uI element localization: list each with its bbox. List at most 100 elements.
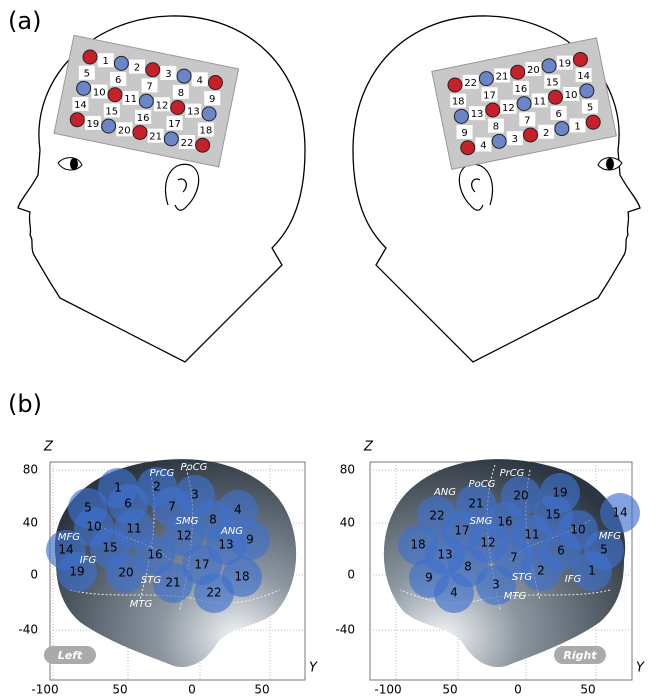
channel-label: 17 (454, 524, 469, 538)
channel-label: 8 (178, 88, 184, 99)
channel-box (582, 99, 598, 114)
y-tick-label: -100 (374, 683, 401, 697)
channel-label: 18 (199, 126, 212, 137)
channel-label: 3 (492, 578, 500, 592)
channel-label: 20 (513, 489, 528, 503)
channel-label: 13 (187, 107, 200, 118)
channel-label: 13 (218, 538, 233, 552)
channel-label: 20 (527, 65, 540, 76)
channel-box (103, 103, 120, 118)
channel-area (600, 493, 640, 533)
y-tick-label: 50 (580, 683, 595, 697)
channel-label: 4 (197, 75, 203, 86)
channel-label: 11 (124, 94, 137, 105)
region-label: PoCG (469, 479, 496, 490)
channel-box (494, 68, 511, 83)
channel-label: 4 (450, 586, 458, 600)
channel-label: 15 (546, 78, 559, 89)
optode (195, 137, 211, 153)
channel-box (122, 90, 139, 105)
channel-label: 16 (137, 113, 150, 124)
y-axis-label: Y (636, 661, 645, 676)
z-axis-label: Z (43, 440, 54, 455)
channel-box (569, 118, 586, 133)
optode (145, 62, 161, 78)
channel-box (154, 97, 171, 112)
optode (113, 55, 129, 71)
channel-label: 21 (149, 132, 162, 143)
channel-label: 9 (461, 128, 467, 139)
z-tick-label: 40 (23, 516, 38, 530)
region-label: MFG (58, 532, 80, 543)
channel-label: 21 (165, 576, 180, 590)
z-tick-label: -40 (18, 623, 38, 637)
channel-label: 9 (246, 533, 254, 547)
channel-area (164, 516, 204, 556)
optode (447, 77, 463, 93)
optode (510, 64, 526, 80)
channel-label: 14 (74, 100, 87, 111)
hemisphere-label: Right (563, 649, 597, 662)
channel-label: 5 (587, 103, 593, 114)
optode (579, 83, 595, 99)
optode (101, 118, 117, 134)
optode (138, 93, 154, 109)
channel-label: 3 (165, 69, 171, 80)
channel-label: 19 (552, 486, 567, 500)
y-tick-label: 0 (514, 683, 522, 697)
channel-box (462, 74, 479, 89)
channel-area (417, 496, 457, 536)
hemisphere-pill (44, 646, 96, 664)
channel-label: 1 (114, 481, 122, 495)
channel-label: 7 (146, 81, 152, 92)
channel-label: 22 (429, 509, 444, 523)
channel-box (525, 62, 542, 77)
channel-label: 2 (134, 63, 140, 74)
optode (132, 124, 148, 140)
channel-label: 13 (471, 109, 484, 120)
region-label: PrCG (150, 468, 175, 479)
y-tick-label: 0 (188, 683, 196, 697)
channel-label: 9 (209, 94, 215, 105)
optode (572, 51, 588, 67)
channel-area (456, 484, 496, 524)
channel-area (501, 476, 541, 516)
channel-box (456, 125, 473, 140)
region-label: PrCG (500, 468, 525, 479)
channel-label: 12 (156, 100, 169, 111)
channel-box (72, 97, 89, 112)
channel-box (78, 65, 95, 80)
channel-label: 11 (524, 528, 539, 542)
z-tick-label: 0 (347, 568, 355, 582)
z-tick-label: 80 (23, 463, 38, 477)
channel-box (185, 103, 202, 118)
channel-box (512, 80, 529, 95)
region-label: MTG (504, 591, 527, 602)
region-label: IFG (565, 574, 582, 585)
channel-box (550, 105, 567, 120)
channel-box (84, 115, 101, 130)
region-label: STG (512, 572, 532, 583)
channel-area (194, 573, 234, 613)
channel-label: 1 (102, 56, 108, 67)
channel-box (191, 72, 208, 87)
optode (585, 114, 601, 130)
channel-box (147, 128, 164, 143)
optode (76, 80, 92, 96)
optode (170, 99, 186, 115)
channel-label: 21 (496, 71, 509, 82)
channel-label: 11 (533, 96, 546, 107)
channel-label: 8 (493, 122, 499, 133)
z-tick-label: 80 (340, 463, 355, 477)
y-tick-label: 50 (254, 683, 269, 697)
optode (516, 96, 532, 112)
optode (82, 49, 98, 65)
channel-label: 18 (234, 570, 249, 584)
channel-label: 18 (410, 538, 425, 552)
channel-label: 6 (115, 75, 121, 86)
region-label: MFG (599, 531, 621, 542)
brain-plot: 12345678910111213141516171819202122PrCGP… (335, 440, 645, 697)
optode (541, 58, 557, 74)
channel-box (116, 122, 133, 137)
